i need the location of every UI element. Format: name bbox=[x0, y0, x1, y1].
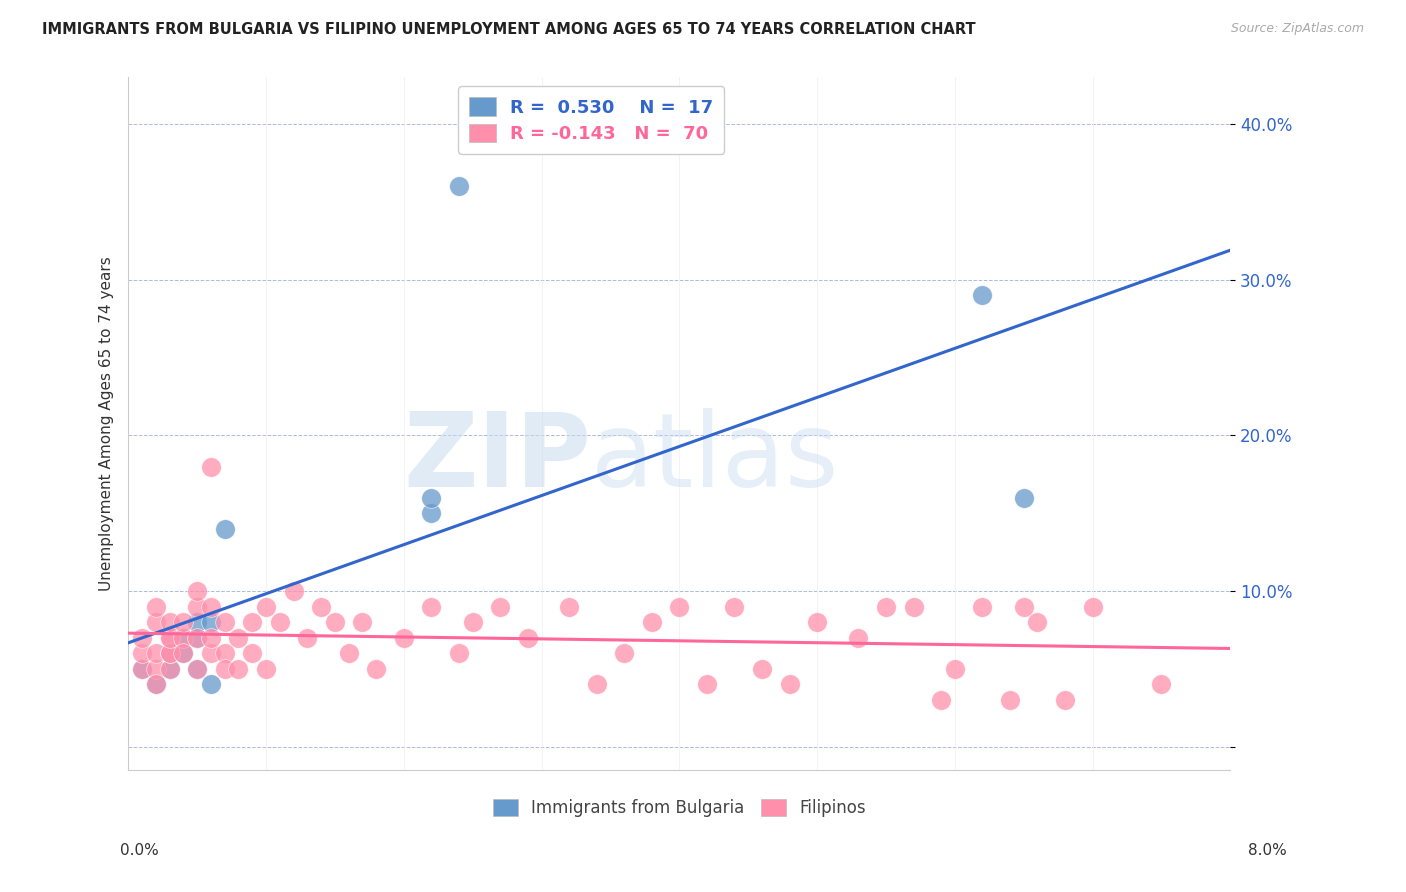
Point bbox=[447, 179, 470, 194]
Point bbox=[131, 631, 153, 645]
Point bbox=[172, 631, 194, 645]
Point bbox=[1026, 615, 1049, 629]
Point bbox=[516, 631, 538, 645]
Point bbox=[145, 677, 167, 691]
Text: Source: ZipAtlas.com: Source: ZipAtlas.com bbox=[1230, 22, 1364, 36]
Point bbox=[972, 599, 994, 614]
Point bbox=[145, 646, 167, 660]
Point bbox=[186, 584, 208, 599]
Point bbox=[228, 631, 250, 645]
Point bbox=[172, 646, 194, 660]
Point bbox=[214, 662, 236, 676]
Point bbox=[352, 615, 374, 629]
Point bbox=[848, 631, 870, 645]
Point bbox=[145, 662, 167, 676]
Y-axis label: Unemployment Among Ages 65 to 74 years: Unemployment Among Ages 65 to 74 years bbox=[100, 256, 114, 591]
Point bbox=[214, 615, 236, 629]
Point bbox=[779, 677, 801, 691]
Point bbox=[186, 631, 208, 645]
Point bbox=[420, 506, 443, 520]
Point bbox=[337, 646, 360, 660]
Point bbox=[159, 646, 181, 660]
Point bbox=[1012, 491, 1035, 505]
Legend: Immigrants from Bulgaria, Filipinos: Immigrants from Bulgaria, Filipinos bbox=[486, 792, 873, 824]
Point bbox=[159, 615, 181, 629]
Point bbox=[998, 693, 1021, 707]
Point bbox=[558, 599, 581, 614]
Point bbox=[172, 631, 194, 645]
Point bbox=[131, 662, 153, 676]
Point bbox=[200, 631, 222, 645]
Point bbox=[240, 615, 263, 629]
Point bbox=[186, 615, 208, 629]
Point bbox=[159, 631, 181, 645]
Point bbox=[145, 615, 167, 629]
Text: IMMIGRANTS FROM BULGARIA VS FILIPINO UNEMPLOYMENT AMONG AGES 65 TO 74 YEARS CORR: IMMIGRANTS FROM BULGARIA VS FILIPINO UNE… bbox=[42, 22, 976, 37]
Point bbox=[1012, 599, 1035, 614]
Point bbox=[131, 646, 153, 660]
Point bbox=[200, 677, 222, 691]
Point bbox=[200, 615, 222, 629]
Point bbox=[489, 599, 512, 614]
Point bbox=[875, 599, 897, 614]
Point bbox=[159, 646, 181, 660]
Point bbox=[214, 646, 236, 660]
Point bbox=[585, 677, 607, 691]
Text: 0.0%: 0.0% bbox=[120, 843, 159, 858]
Text: 8.0%: 8.0% bbox=[1247, 843, 1286, 858]
Point bbox=[254, 662, 277, 676]
Point bbox=[200, 599, 222, 614]
Point bbox=[186, 599, 208, 614]
Point bbox=[806, 615, 828, 629]
Point bbox=[392, 631, 415, 645]
Point bbox=[1081, 599, 1104, 614]
Point bbox=[1150, 677, 1173, 691]
Point bbox=[309, 599, 332, 614]
Point bbox=[972, 288, 994, 302]
Point bbox=[461, 615, 484, 629]
Point bbox=[240, 646, 263, 660]
Point bbox=[613, 646, 636, 660]
Point bbox=[186, 662, 208, 676]
Point bbox=[297, 631, 319, 645]
Point bbox=[323, 615, 346, 629]
Point bbox=[696, 677, 718, 691]
Point bbox=[159, 646, 181, 660]
Point bbox=[420, 491, 443, 505]
Point bbox=[641, 615, 664, 629]
Point bbox=[366, 662, 388, 676]
Point bbox=[269, 615, 291, 629]
Point bbox=[172, 646, 194, 660]
Point bbox=[1053, 693, 1076, 707]
Point bbox=[145, 677, 167, 691]
Point bbox=[200, 459, 222, 474]
Point bbox=[200, 646, 222, 660]
Point bbox=[929, 693, 952, 707]
Point bbox=[159, 631, 181, 645]
Point bbox=[228, 662, 250, 676]
Point bbox=[145, 599, 167, 614]
Point bbox=[159, 662, 181, 676]
Point bbox=[131, 662, 153, 676]
Point bbox=[172, 615, 194, 629]
Point bbox=[943, 662, 966, 676]
Point bbox=[283, 584, 305, 599]
Point bbox=[186, 631, 208, 645]
Point bbox=[723, 599, 745, 614]
Point bbox=[751, 662, 773, 676]
Point bbox=[186, 662, 208, 676]
Point bbox=[159, 662, 181, 676]
Point bbox=[214, 522, 236, 536]
Point bbox=[447, 646, 470, 660]
Point bbox=[420, 599, 443, 614]
Text: ZIP: ZIP bbox=[404, 408, 591, 508]
Point bbox=[668, 599, 690, 614]
Text: atlas: atlas bbox=[591, 408, 839, 508]
Point bbox=[254, 599, 277, 614]
Point bbox=[903, 599, 925, 614]
